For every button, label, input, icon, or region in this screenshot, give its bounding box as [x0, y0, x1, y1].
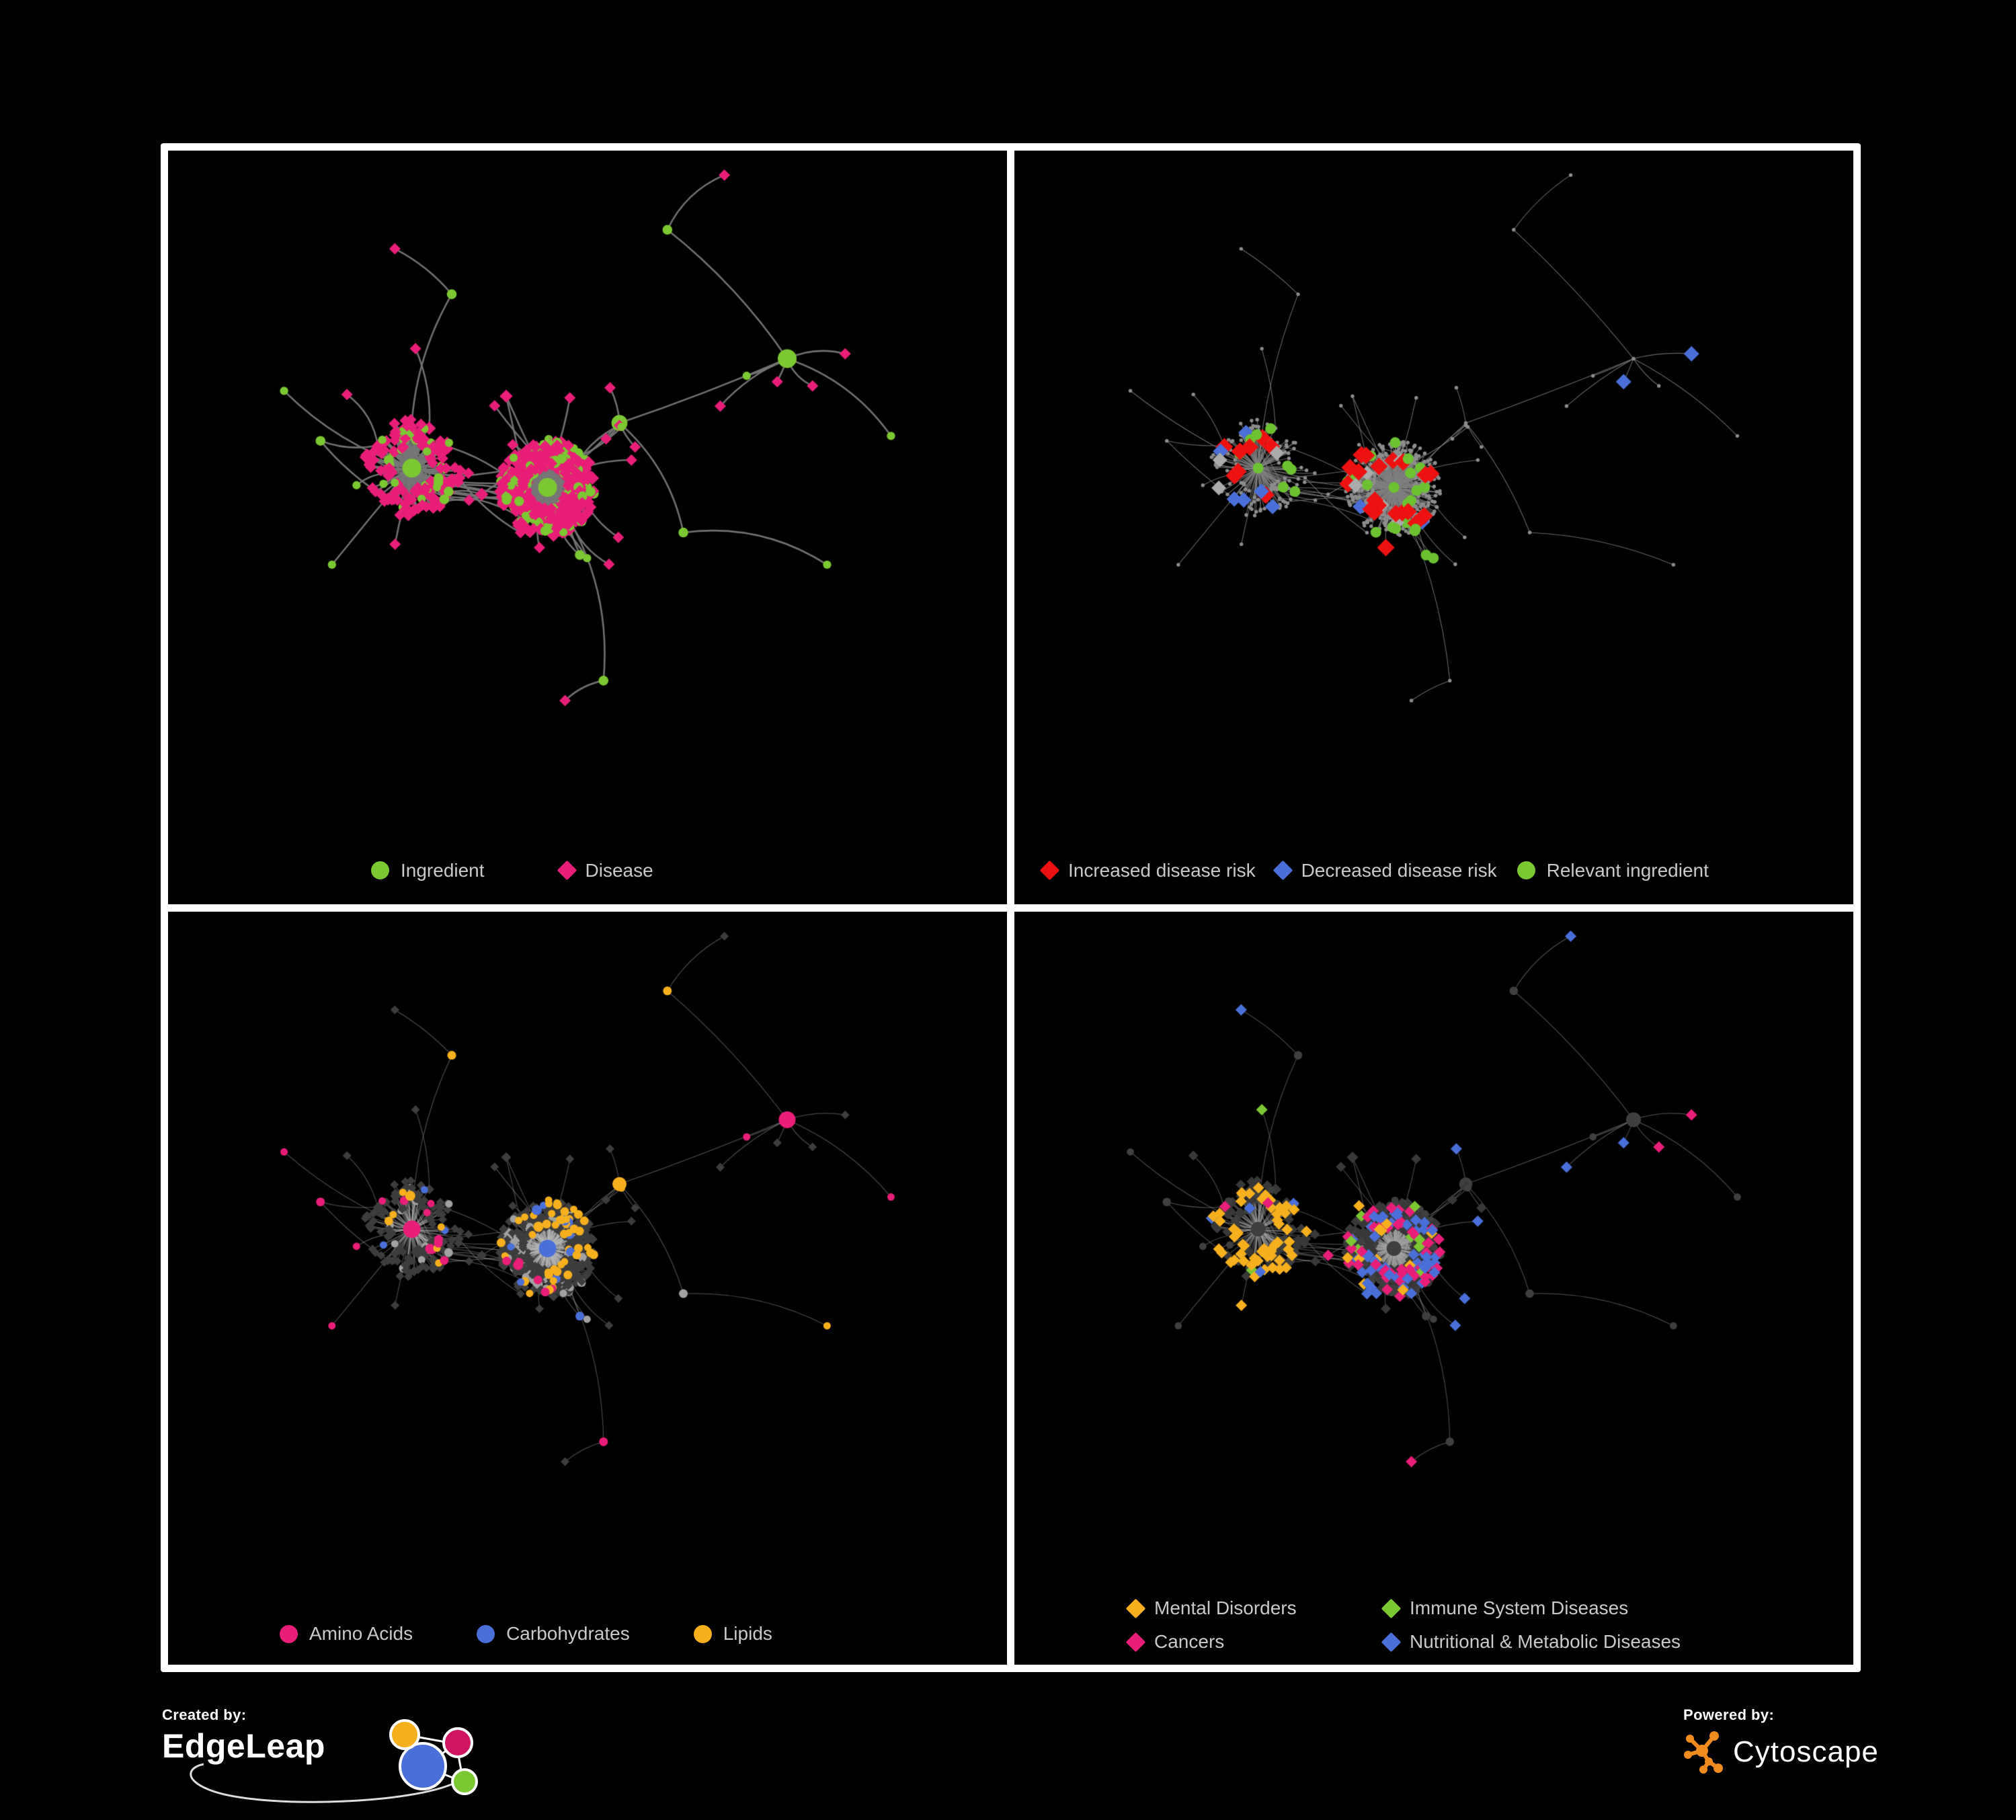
- increased-risk-swatch-icon: [1039, 860, 1060, 881]
- legend-label: Ingredient: [401, 859, 485, 881]
- legend-item: Increased disease risk: [1039, 859, 1256, 881]
- legend-nutrient-class: Amino Acids Carbohydrates Lipids: [280, 1623, 772, 1645]
- network-canvas-disease-class: [1014, 911, 1853, 1665]
- immune-diseases-swatch-icon: [1381, 1598, 1402, 1618]
- edgeleap-wordmark: EdgeLeap: [162, 1727, 325, 1765]
- network-canvas-nutrient-class: [168, 911, 1007, 1665]
- legend-label: Lipids: [723, 1623, 772, 1644]
- legend-label: Nutritional & Metabolic Diseases: [1410, 1631, 1681, 1652]
- disease-swatch-icon: [557, 860, 577, 881]
- panel-ingredient-disease: Ingredient Disease: [168, 151, 1007, 904]
- legend-label: Disease: [585, 859, 653, 881]
- legend-label: Immune System Diseases: [1410, 1597, 1629, 1618]
- legend-item: Relevant ingredient: [1517, 860, 1709, 881]
- carbohydrates-swatch-icon: [477, 1624, 495, 1643]
- legend-label: Carbohydrates: [506, 1623, 630, 1644]
- legend-item: Mental Disorders: [1125, 1597, 1384, 1619]
- legend-label: Amino Acids: [309, 1623, 413, 1644]
- network-canvas-ingredient-disease: [168, 151, 1007, 904]
- mental-disorders-swatch-icon: [1125, 1598, 1146, 1618]
- cytoscape-credit: Powered by:: [1683, 1706, 1966, 1801]
- relevant-ingredient-swatch-icon: [1517, 861, 1535, 879]
- edgeleap-credit: Created by: EdgeLeap: [162, 1706, 538, 1807]
- cytoscape-wordmark: Cytoscape: [1733, 1735, 1879, 1768]
- legend-ingredient-disease: Ingredient Disease: [371, 860, 653, 881]
- legend-label: Relevant ingredient: [1546, 859, 1709, 881]
- network-canvas-disease-risk: [1014, 151, 1853, 904]
- decreased-risk-swatch-icon: [1273, 860, 1293, 881]
- legend-item: Carbohydrates: [477, 1623, 630, 1645]
- legend-item: Decreased disease risk: [1273, 859, 1497, 881]
- cytoscape-logo: Cytoscape: [1683, 1731, 1879, 1774]
- legend-label: Cancers: [1154, 1631, 1225, 1652]
- cancers-swatch-icon: [1125, 1632, 1146, 1652]
- lipids-swatch-icon: [693, 1624, 712, 1643]
- edgeleap-logo-icon: [190, 1719, 478, 1803]
- cytoscape-logo-icon: [1684, 1731, 1723, 1774]
- legend-item: Cancers: [1125, 1631, 1384, 1653]
- panel-grid: Ingredient Disease Increased disease ris…: [161, 143, 1861, 1672]
- legend-disease-risk: Increased disease risk Decreased disease…: [1039, 859, 1709, 881]
- legend-item: Disease: [557, 859, 653, 881]
- amino-acids-swatch-icon: [280, 1624, 298, 1643]
- legend-item: Nutritional & Metabolic Diseases: [1381, 1631, 1681, 1653]
- legend-label: Mental Disorders: [1154, 1597, 1297, 1618]
- legend-label: Increased disease risk: [1068, 859, 1256, 881]
- legend-item: Amino Acids: [280, 1623, 413, 1645]
- legend-disease-class: Mental Disorders Immune System Diseases …: [1125, 1597, 1681, 1653]
- legend-item: Immune System Diseases: [1381, 1597, 1681, 1619]
- legend-item: Ingredient: [371, 860, 485, 881]
- legend-label: Decreased disease risk: [1301, 859, 1497, 881]
- ingredient-swatch-icon: [371, 861, 389, 879]
- created-by-label: Created by:: [162, 1706, 247, 1723]
- panel-nutrient-class: Amino Acids Carbohydrates Lipids: [168, 911, 1007, 1665]
- nutritional-metabolic-swatch-icon: [1381, 1632, 1402, 1652]
- powered-by-label: Powered by:: [1683, 1706, 1775, 1723]
- legend-item: Lipids: [693, 1623, 772, 1645]
- panel-disease-class: Mental Disorders Immune System Diseases …: [1014, 911, 1853, 1665]
- panel-disease-risk: Increased disease risk Decreased disease…: [1014, 151, 1853, 904]
